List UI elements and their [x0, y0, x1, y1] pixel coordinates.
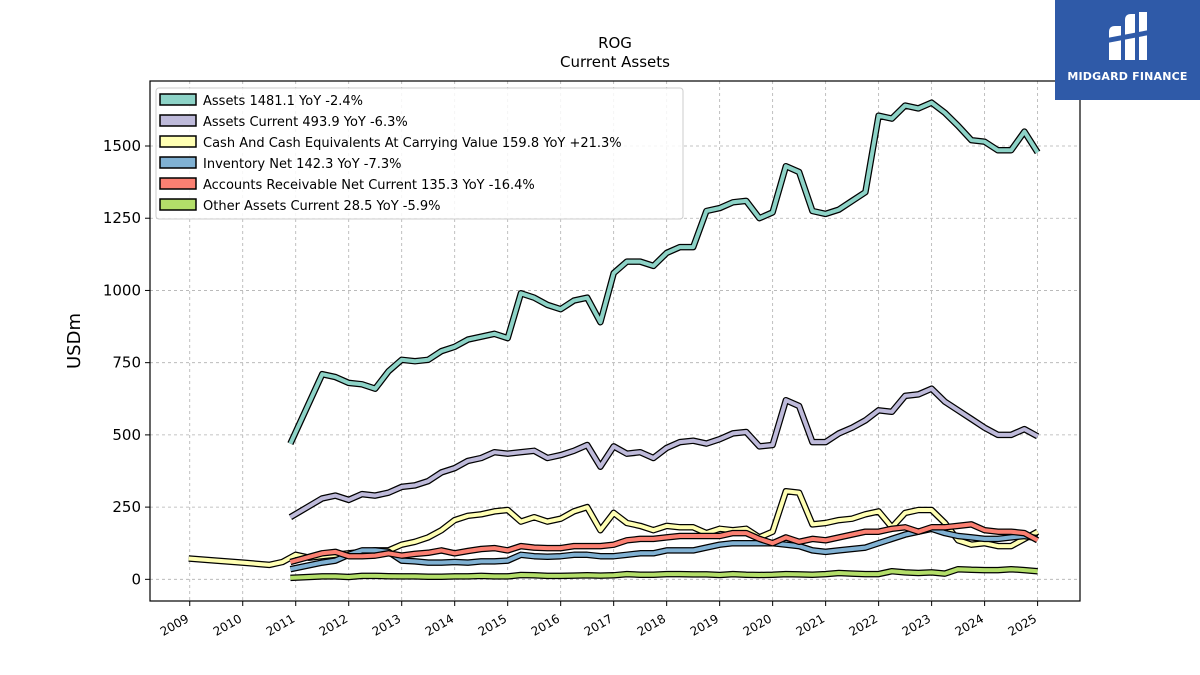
- x-tick-label: 2013: [370, 611, 403, 638]
- x-tick-label: 2012: [317, 611, 350, 638]
- x-tick-label: 2024: [953, 611, 986, 638]
- logo-mark-icon: [1107, 12, 1149, 60]
- series-5: [290, 565, 1038, 582]
- x-tick-label: 2015: [476, 611, 509, 638]
- brand-logo: MIDGARD FINANCE: [1055, 0, 1200, 100]
- series-line-outline: [288, 385, 1040, 520]
- legend-swatch: [159, 198, 197, 211]
- y-axis-ticks: 0 250 500 750 1000 1250 1500: [103, 137, 150, 588]
- y-tick-label: 1000: [103, 281, 141, 299]
- y-tick-label: 1250: [103, 209, 141, 227]
- x-tick-label: 2016: [529, 611, 562, 638]
- legend-label: Inventory Net 142.3 YoY -7.3%: [203, 157, 402, 172]
- x-tick-label: 2025: [1006, 611, 1039, 638]
- legend-swatch: [159, 177, 197, 190]
- x-tick-label: 2019: [688, 611, 721, 638]
- x-axis-ticks: 2009 2010 2011 2012 2013 2014 2015 2016 2017 2018…: [158, 601, 1039, 639]
- chart-title: ROG: [598, 34, 632, 52]
- legend-box: [155, 87, 684, 220]
- chart-subtitle: Current Assets: [560, 53, 670, 71]
- y-tick-label: 500: [112, 426, 141, 444]
- y-tick-label: 0: [131, 570, 141, 588]
- legend-swatch: [159, 114, 197, 127]
- series-0: [287, 99, 1041, 445]
- series-line: [290, 567, 1038, 580]
- y-tick-label: 750: [112, 354, 141, 372]
- legend-label: Assets Current 493.9 YoY -6.3%: [203, 115, 408, 130]
- x-tick-label: 2017: [582, 611, 615, 638]
- series-4: [289, 521, 1040, 566]
- legend-swatch: [159, 156, 197, 169]
- legend-label: Assets 1481.1 YoY -2.4%: [203, 94, 363, 109]
- series-line: [289, 522, 1039, 564]
- y-axis-label: USDm: [64, 313, 85, 369]
- x-tick-label: 2018: [635, 611, 668, 638]
- series-1: [288, 385, 1040, 520]
- series-lines: [188, 99, 1041, 582]
- x-tick-label: 2021: [794, 611, 827, 638]
- x-tick-label: 2014: [423, 611, 456, 638]
- legend: Assets 1481.1 YoY -2.4% Assets Current 49…: [155, 87, 684, 220]
- x-tick-label: 2020: [741, 611, 774, 638]
- logo-text: MIDGARD FINANCE: [1067, 70, 1188, 83]
- plot-frame: [149, 80, 1081, 602]
- x-tick-label: 2011: [264, 611, 297, 638]
- x-tick-label: 2009: [158, 611, 191, 638]
- x-tick-label: 2010: [211, 611, 244, 638]
- legend-label: Accounts Receivable Net Current 135.3 Yo…: [203, 178, 535, 193]
- x-tick-label: 2023: [900, 611, 933, 638]
- legend-swatch: [159, 93, 197, 106]
- legend-swatch: [159, 135, 197, 148]
- legend-label: Other Assets Current 28.5 YoY -5.9%: [203, 199, 440, 214]
- legend-label: Cash And Cash Equivalents At Carrying Va…: [203, 136, 622, 151]
- series-line: [289, 386, 1039, 519]
- series-line: [288, 100, 1040, 445]
- x-tick-label: 2022: [847, 611, 880, 638]
- y-tick-label: 1500: [103, 137, 141, 155]
- y-tick-label: 250: [112, 498, 141, 516]
